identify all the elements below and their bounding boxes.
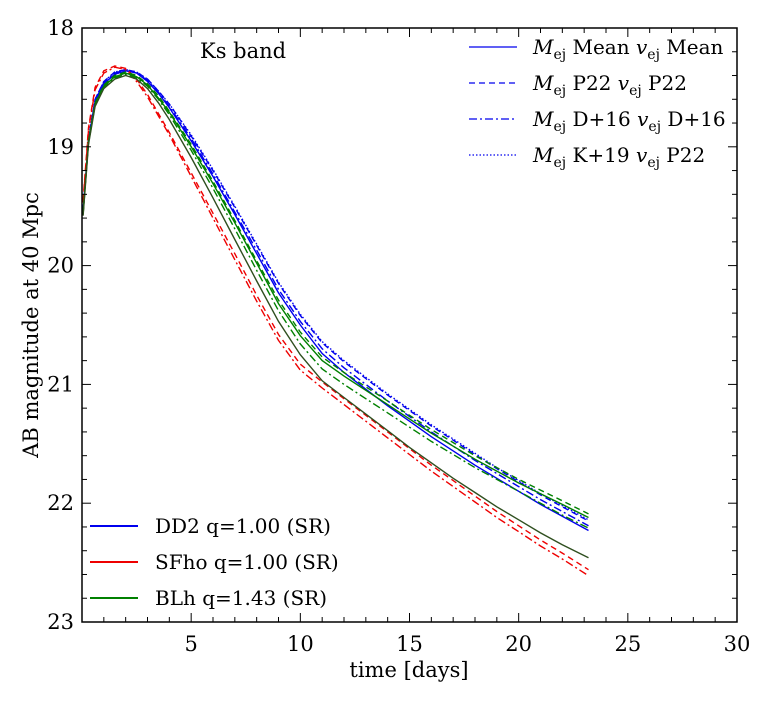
- curve-dd2-1: [82, 68, 589, 522]
- legend-eos-label: DD2 q=1.00 (SR): [155, 514, 331, 538]
- x-tick-label: 15: [396, 632, 423, 656]
- y-tick-label: 22: [47, 491, 74, 515]
- legend-eos: DD2 q=1.00 (SR) SFho q=1.00 (SR) BLh q=1.4…: [90, 514, 339, 610]
- legend-model-label: Mej Mean vej Mean: [532, 35, 724, 63]
- legend-model-label: Mej K+19 vej P22: [532, 143, 705, 171]
- curve-dd2-0: [82, 70, 589, 532]
- ticks-layer: 5 10 15 20 25 30 18 19 20 21 22 23: [47, 16, 750, 656]
- curve-dd2-3: [82, 68, 589, 521]
- legend-eos-label: BLh q=1.43 (SR): [155, 586, 327, 610]
- x-tick-label: 10: [287, 632, 314, 656]
- legend-model-label: Mej P22 vej P22: [532, 71, 687, 99]
- curve-sfho-4: [82, 65, 589, 571]
- y-tick-label: 19: [47, 135, 74, 159]
- band-annotation: Ks band: [200, 39, 286, 63]
- y-tick-label: 23: [47, 610, 74, 634]
- y-tick-label: 21: [47, 372, 74, 396]
- curve-blh-8: [82, 73, 589, 529]
- y-axis-title: AB magnitude at 40 Mpc: [19, 192, 43, 459]
- x-tick-label: 5: [184, 632, 197, 656]
- legend-model-label: Mej D+16 vej D+16: [532, 107, 726, 135]
- legend-models: Mej Mean vej Mean Mej P22 vej P22 Mej D+16…: [469, 35, 726, 171]
- x-tick-label: 20: [505, 632, 532, 656]
- curves-layer: [82, 65, 589, 577]
- x-tick-label: 30: [724, 632, 751, 656]
- curve-blh-6: [82, 72, 589, 519]
- legend-eos-label: SFho q=1.00 (SR): [155, 550, 339, 574]
- curve-blh-9: [82, 74, 589, 559]
- x-axis-title: time [days]: [349, 658, 468, 682]
- curve-blh-7: [82, 71, 589, 515]
- curve-sfho-5: [82, 66, 589, 577]
- curve-dd2-2: [82, 68, 589, 527]
- y-tick-label: 18: [47, 16, 74, 40]
- x-tick-label: 25: [614, 632, 641, 656]
- y-tick-label: 20: [47, 254, 74, 278]
